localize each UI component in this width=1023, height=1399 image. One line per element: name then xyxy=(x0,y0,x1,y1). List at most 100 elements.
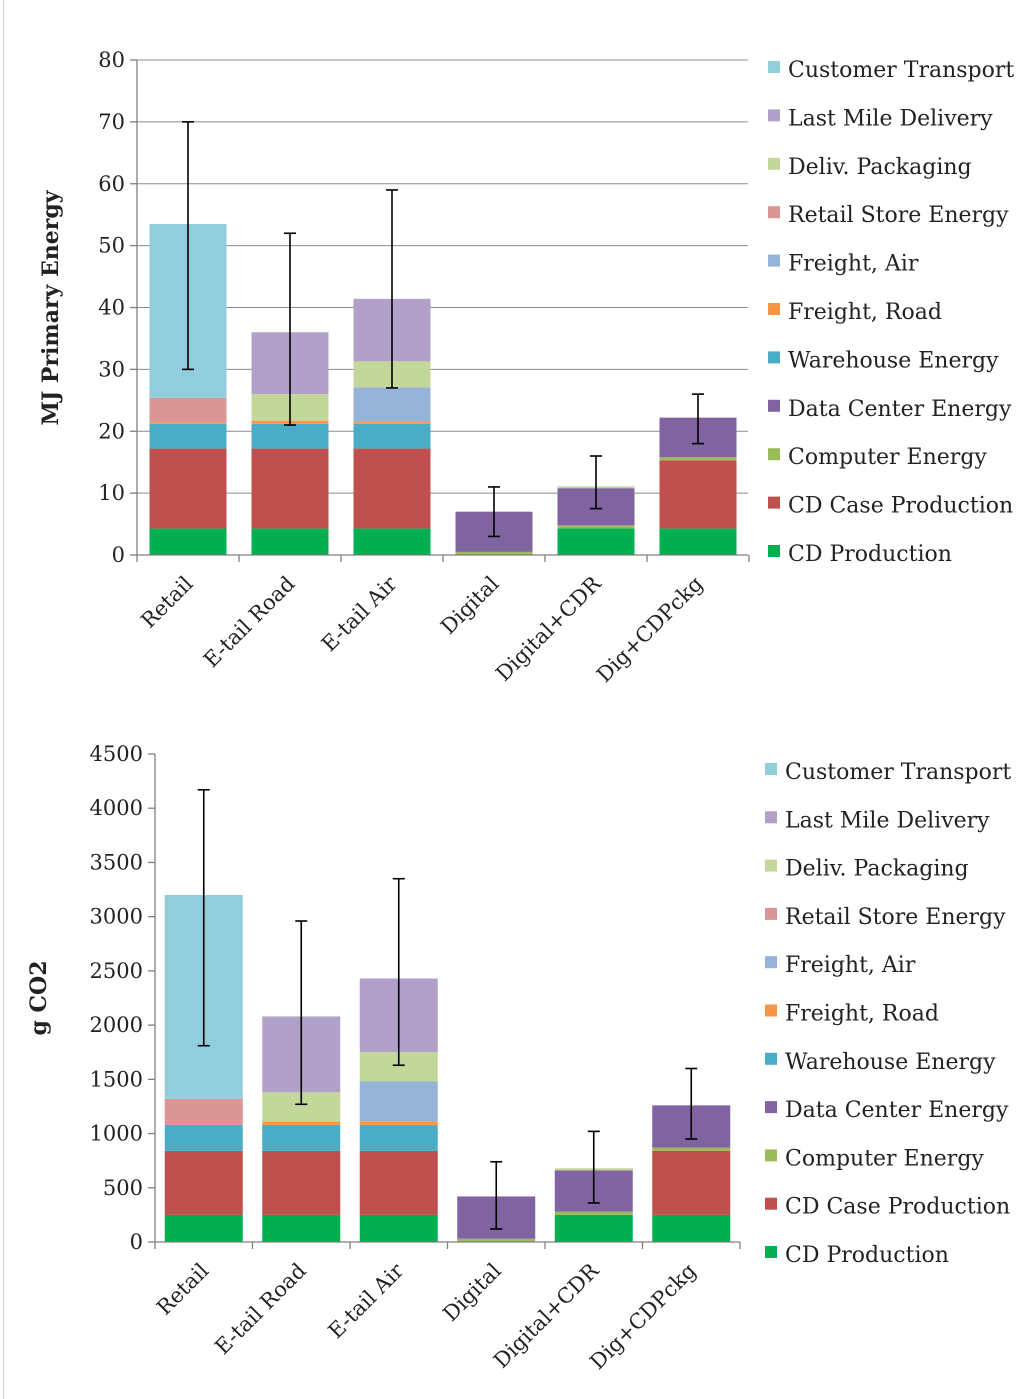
co2-legend-label-cd-production: CD Production xyxy=(785,1243,949,1268)
co2-bar-e-tail-road-cd-production xyxy=(262,1214,341,1242)
energy-bar-dig-cdpckg-computer-energy xyxy=(659,457,737,461)
co2-chart: g CO2 0 500 1000 1500 2000 2500 3000 3500 4000 45… xyxy=(26,742,1011,1374)
co2-category-label: Retail xyxy=(152,1258,213,1319)
energy-bar-digital-cdr-computer-energy xyxy=(557,525,635,529)
co2-bar-e-tail-air-freight-air xyxy=(359,1081,438,1122)
co2-bar-e-tail-air-warehouse-energy xyxy=(359,1124,438,1151)
co2-y-tick-label: 2500 xyxy=(90,959,143,983)
co2-category-label: E-tail Road xyxy=(210,1259,311,1360)
energy-bar-retail-freight-road xyxy=(149,422,227,424)
co2-y-tick-label: 3500 xyxy=(90,850,143,874)
co2-bar-digital-cdr-cd-production xyxy=(554,1214,633,1242)
co2-bar-retail-cd-production xyxy=(164,1214,243,1242)
energy-y-tick-label: 80 xyxy=(98,48,125,72)
co2-legend-label-computer-energy: Computer Energy xyxy=(785,1146,984,1171)
co2-legend-swatch-cd-production xyxy=(765,1246,777,1258)
energy-legend-label-retail-store-energy: Retail Store Energy xyxy=(788,203,1009,228)
energy-legend-swatch-freight-road xyxy=(768,303,780,315)
energy-bar-retail-retail-store-energy xyxy=(149,397,227,423)
co2-bar-digital-computer-energy xyxy=(457,1238,536,1242)
co2-legend-swatch-customer-transport xyxy=(765,763,777,775)
page-left-rule xyxy=(3,0,4,1399)
co2-y-tick-label: 4000 xyxy=(90,796,143,820)
co2-y-tick-label: 1500 xyxy=(90,1067,143,1091)
co2-legend-label-cd-case-production: CD Case Production xyxy=(785,1195,1010,1220)
co2-y-tick-label: 500 xyxy=(103,1176,143,1200)
co2-legend-swatch-cd-case-production xyxy=(765,1197,777,1210)
energy-y-tick-label: 70 xyxy=(98,110,125,134)
co2-bar-e-tail-road-cd-case-production xyxy=(262,1150,341,1215)
co2-y-tick-label: 3000 xyxy=(90,905,143,929)
energy-category-label: Dig+CDPckg xyxy=(592,572,708,688)
co2-category-label: E-tail Air xyxy=(324,1258,409,1343)
energy-legend-swatch-data-center-energy xyxy=(768,399,780,412)
energy-bar-e-tail-road-cd-production xyxy=(251,528,329,555)
co2-chart-ylabel: g CO2 xyxy=(26,960,52,1035)
co2-y-tick-label: 1000 xyxy=(90,1122,143,1146)
co2-legend-swatch-retail-store-energy xyxy=(765,907,777,920)
co2-bar-e-tail-air-freight-road xyxy=(359,1121,438,1125)
energy-bar-dig-cdpckg-cd-production xyxy=(659,528,737,555)
co2-bar-e-tail-road-warehouse-energy xyxy=(262,1124,341,1151)
energy-legend-label-data-center-energy: Data Center Energy xyxy=(788,397,1012,422)
energy-legend-label-freight-air: Freight, Air xyxy=(788,252,919,277)
energy-bar-e-tail-air-freight-air xyxy=(353,387,431,422)
co2-legend-label-data-center-energy: Data Center Energy xyxy=(785,1098,1009,1123)
co2-legend-label-deliv-packaging: Deliv. Packaging xyxy=(785,857,969,882)
energy-legend-swatch-retail-store-energy xyxy=(768,206,780,219)
co2-legend-label-freight-air: Freight, Air xyxy=(785,953,916,978)
energy-legend-label-last-mile-delivery: Last Mile Delivery xyxy=(788,106,993,131)
energy-legend-swatch-computer-energy xyxy=(768,448,780,461)
co2-legend-label-warehouse-energy: Warehouse Energy xyxy=(785,1050,996,1075)
energy-legend-label-cd-production: CD Production xyxy=(788,542,952,567)
co2-legend-label-retail-store-energy: Retail Store Energy xyxy=(785,905,1006,930)
co2-y-tick-label: 4500 xyxy=(90,742,143,766)
energy-category-label: E-tail Road xyxy=(199,572,300,673)
co2-y-tick-label: 2000 xyxy=(90,1013,143,1037)
co2-bar-e-tail-air-cd-case-production xyxy=(359,1150,438,1215)
energy-bar-e-tail-air-freight-road xyxy=(353,421,431,424)
co2-bar-e-tail-air-cd-production xyxy=(359,1214,438,1242)
co2-y-tick-label: 0 xyxy=(130,1230,143,1254)
co2-legend-swatch-deliv-packaging xyxy=(765,859,777,872)
energy-bar-retail-cd-production xyxy=(149,528,227,555)
energy-bar-e-tail-road-cd-case-production xyxy=(251,448,329,529)
co2-legend-label-last-mile-delivery: Last Mile Delivery xyxy=(785,808,990,833)
energy-bar-dig-cdpckg-cd-case-production xyxy=(659,460,737,529)
energy-legend-swatch-cd-production xyxy=(768,545,780,557)
energy-bar-e-tail-road-warehouse-energy xyxy=(251,423,329,449)
energy-bar-e-tail-air-cd-production xyxy=(353,528,431,555)
energy-legend-label-computer-energy: Computer Energy xyxy=(788,445,987,470)
co2-bar-e-tail-road-freight-road xyxy=(262,1121,341,1125)
energy-legend-swatch-customer-transport xyxy=(768,61,780,73)
energy-y-tick-label: 60 xyxy=(98,172,125,196)
energy-bar-e-tail-air-warehouse-energy xyxy=(353,423,431,449)
energy-legend-label-customer-transport: Customer Transport xyxy=(788,58,1014,83)
energy-y-tick-label: 0 xyxy=(112,543,125,567)
co2-legend-swatch-computer-energy xyxy=(765,1149,777,1162)
co2-bar-retail-cd-case-production xyxy=(164,1150,243,1215)
energy-y-tick-label: 50 xyxy=(98,234,125,258)
energy-legend-label-warehouse-energy: Warehouse Energy xyxy=(788,348,999,373)
energy-legend-swatch-cd-case-production xyxy=(768,496,780,509)
energy-legend-label-cd-case-production: CD Case Production xyxy=(788,494,1013,519)
energy-category-label: E-tail Air xyxy=(317,571,402,656)
energy-category-label: Digital xyxy=(436,571,504,639)
co2-bar-retail-retail-store-energy xyxy=(164,1098,243,1125)
co2-category-label: Digital xyxy=(438,1258,506,1326)
co2-bar-digital-cdr-computer-energy xyxy=(554,1211,633,1215)
co2-bar-retail-warehouse-energy xyxy=(164,1124,243,1151)
energy-legend-swatch-warehouse-energy xyxy=(768,351,780,364)
energy-legend-label-deliv-packaging: Deliv. Packaging xyxy=(788,155,972,180)
energy-legend-label-freight-road: Freight, Road xyxy=(788,300,942,325)
energy-y-tick-label: 30 xyxy=(98,357,125,381)
energy-category-label: Digital+CDR xyxy=(491,571,606,686)
co2-legend-label-customer-transport: Customer Transport xyxy=(785,760,1011,785)
energy-legend-swatch-last-mile-delivery xyxy=(768,109,780,122)
co2-legend-swatch-last-mile-delivery xyxy=(765,811,777,824)
energy-chart-ylabel: MJ Primary Energy xyxy=(38,189,64,425)
co2-bar-dig-cdpckg-cd-production xyxy=(652,1214,731,1242)
energy-chart: MJ Primary Energy 0 10 20 30 40 50 60 70 80 Retai… xyxy=(38,48,1014,687)
co2-bar-dig-cdpckg-cd-case-production xyxy=(652,1150,731,1215)
